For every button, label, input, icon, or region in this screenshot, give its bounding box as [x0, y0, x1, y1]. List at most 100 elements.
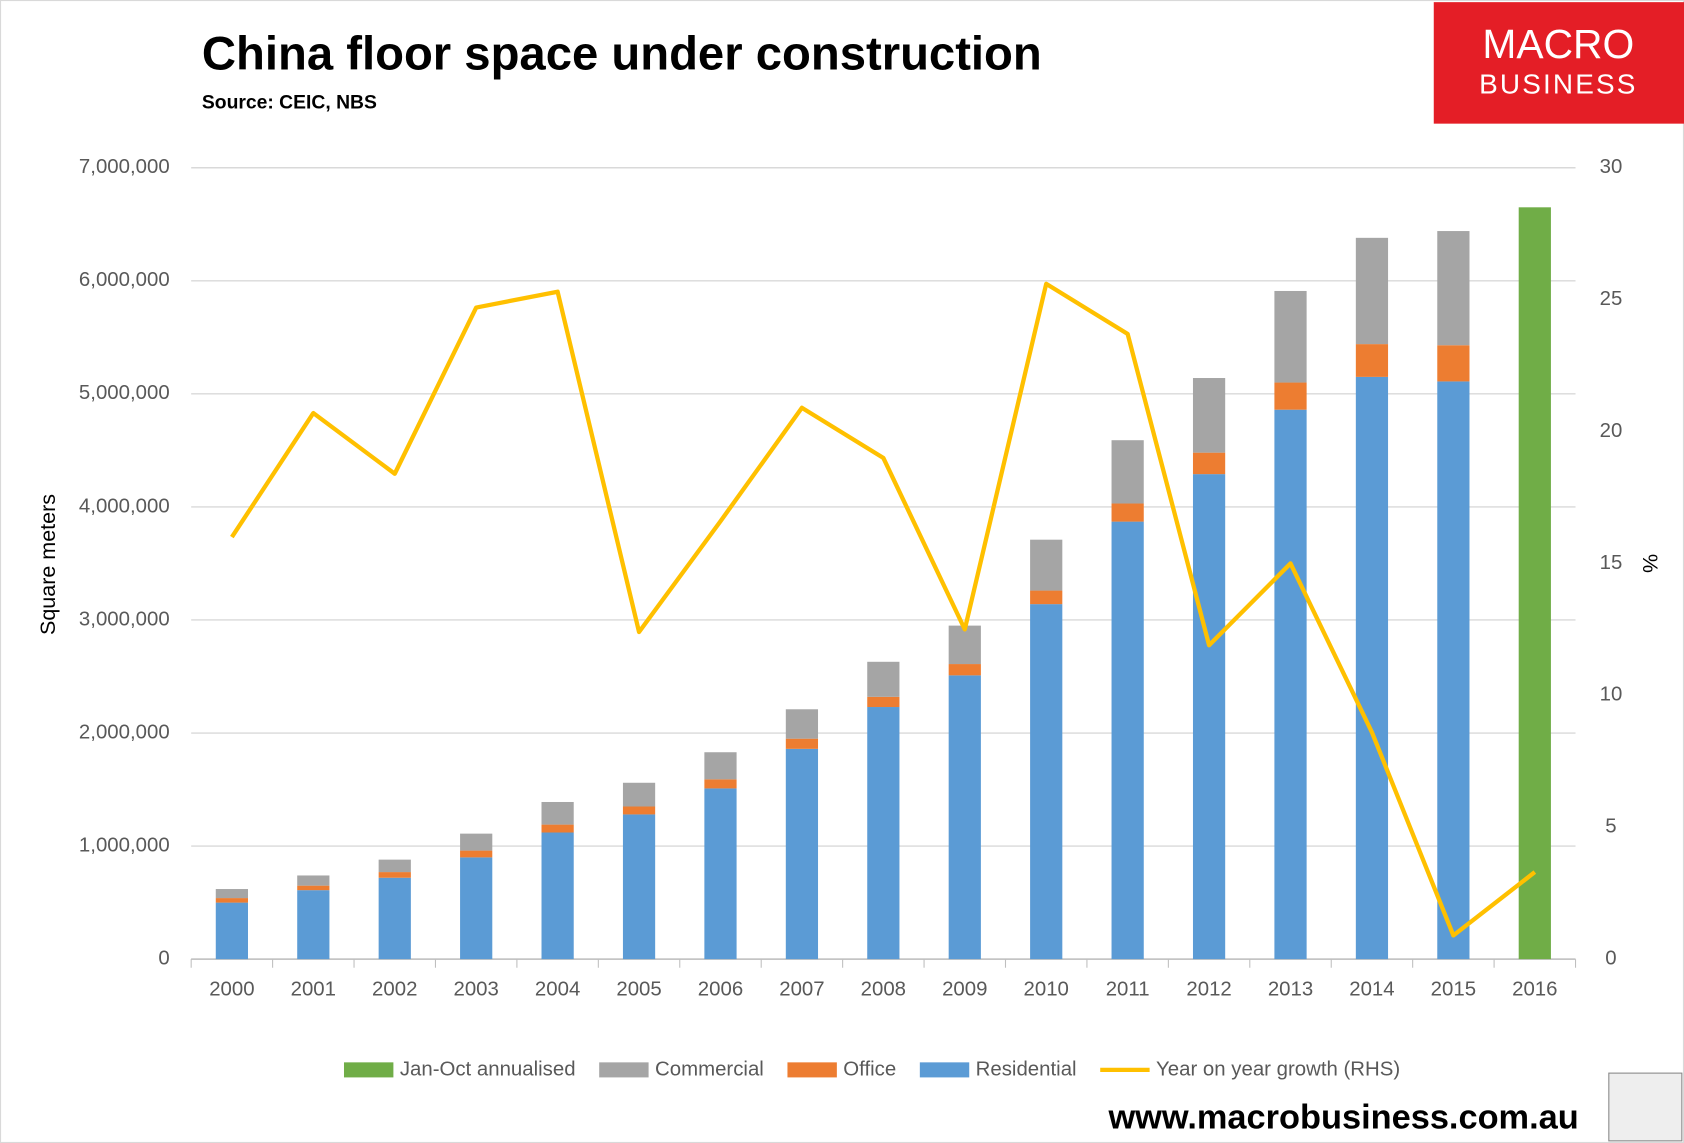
bar: [297, 885, 330, 891]
y-tick-label: 1,000,000: [79, 834, 170, 856]
x-tick-label: 2015: [1431, 979, 1476, 1001]
y2-tick-label: 0: [1605, 948, 1616, 970]
y2-tick-label: 20: [1600, 420, 1623, 442]
bar: [948, 664, 981, 676]
y2-tick-label: 10: [1600, 684, 1623, 706]
bar: [1437, 231, 1470, 346]
x-tick-label: 2001: [291, 979, 336, 1001]
legend-label: Office: [843, 1058, 896, 1080]
line-series: [230, 281, 1537, 938]
bar: [867, 696, 900, 708]
bar: [948, 625, 981, 665]
bar: [1192, 378, 1226, 453]
bar: [785, 748, 819, 960]
x-tick-label: 2014: [1349, 979, 1394, 1001]
bar: [867, 661, 900, 697]
bar: [215, 898, 248, 903]
y-tick-label: 5,000,000: [79, 382, 170, 404]
y-tick-label: 2,000,000: [79, 721, 170, 743]
chart-title: China floor space under construction: [202, 27, 1042, 80]
bar: [460, 833, 493, 851]
y2-tick-label: 5: [1605, 816, 1616, 838]
bar: [215, 902, 248, 960]
bar: [1030, 604, 1063, 960]
bar: [785, 709, 819, 739]
x-tick-label: 2006: [698, 979, 743, 1001]
legend-swatch: [919, 1062, 970, 1078]
bar: [378, 872, 411, 878]
bar: [867, 707, 900, 960]
bar: [1192, 452, 1226, 475]
bar: [1274, 382, 1307, 410]
x-tick-label: 2000: [209, 979, 254, 1001]
bar: [948, 675, 981, 960]
bar: [460, 850, 493, 858]
bar: [1030, 590, 1063, 605]
bar: [460, 857, 493, 960]
bar: [785, 738, 819, 749]
bar: [1437, 345, 1470, 382]
x-tick-label: 2005: [616, 979, 661, 1001]
bar: [1111, 521, 1144, 960]
bar: [622, 814, 656, 960]
legend-label: Year on year growth (RHS): [1156, 1058, 1400, 1080]
logo-text: MACRO: [1482, 21, 1634, 67]
y2-tick-label: 25: [1600, 288, 1623, 310]
bar: [541, 832, 574, 960]
bar: [378, 859, 411, 873]
bar: [1192, 474, 1226, 960]
bar: [297, 890, 330, 960]
bar: [1355, 344, 1389, 377]
x-tick-label: 2011: [1106, 979, 1150, 1001]
bar: [541, 824, 574, 833]
x-tick-label: 2016: [1512, 979, 1557, 1001]
legend-label: Residential: [976, 1058, 1077, 1080]
logo-box: [1433, 2, 1684, 124]
legend-swatch: [787, 1062, 837, 1078]
bar: [1355, 237, 1389, 345]
x-tick-label: 2002: [372, 979, 417, 1001]
legend-label: Jan-Oct annualised: [400, 1058, 576, 1080]
logo-icon: [1608, 1072, 1683, 1142]
bar: [1518, 207, 1551, 960]
bar: [1111, 440, 1144, 504]
bar: [1355, 376, 1389, 960]
y-axis-label: Square meters: [36, 494, 60, 635]
x-tick-label: 2008: [861, 979, 906, 1001]
bar: [1437, 381, 1470, 960]
x-tick-label: 2013: [1268, 979, 1313, 1001]
y2-tick-label: 30: [1600, 156, 1623, 178]
bar: [541, 801, 574, 825]
y2-tick-label: 15: [1600, 552, 1623, 574]
bar: [704, 788, 737, 960]
bar: [1274, 409, 1307, 960]
x-tick-label: 2009: [942, 979, 987, 1001]
x-tick-label: 2007: [779, 979, 824, 1001]
bar: [622, 806, 656, 815]
y-tick-label: 6,000,000: [79, 269, 170, 291]
y-tick-label: 4,000,000: [79, 495, 170, 517]
legend-label: Commercial: [655, 1058, 764, 1080]
y-tick-label: 0: [158, 948, 169, 970]
x-tick-label: 2010: [1024, 979, 1069, 1001]
bar: [1030, 539, 1063, 591]
y2-axis-label: %: [1638, 554, 1662, 573]
footer-url: www.macrobusiness.com.au: [1107, 1098, 1578, 1136]
x-tick-label: 2004: [535, 979, 580, 1001]
bar: [704, 779, 737, 789]
legend-swatch: [599, 1062, 649, 1078]
x-tick-label: 2012: [1186, 979, 1231, 1001]
bar: [1111, 503, 1144, 522]
y-tick-label: 3,000,000: [79, 608, 170, 630]
y-tick-label: 7,000,000: [79, 156, 170, 178]
x-tick-label: 2003: [453, 979, 498, 1001]
logo-text: BUSINESS: [1479, 68, 1637, 99]
bar: [297, 875, 330, 886]
legend-swatch: [343, 1062, 394, 1078]
bar: [622, 782, 656, 807]
bar: [704, 752, 737, 780]
bar: [378, 877, 411, 960]
